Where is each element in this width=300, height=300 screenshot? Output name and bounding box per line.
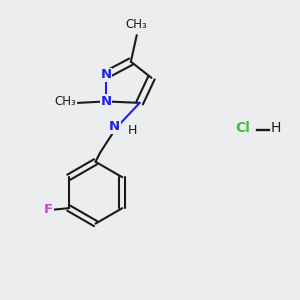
Text: H: H (271, 121, 281, 135)
Text: H: H (128, 124, 137, 137)
Text: N: N (100, 68, 111, 81)
Text: N: N (109, 120, 120, 133)
Text: Cl: Cl (236, 121, 250, 135)
Text: F: F (44, 203, 53, 216)
Text: CH₃: CH₃ (126, 18, 148, 31)
Text: CH₃: CH₃ (55, 95, 76, 108)
Text: N: N (100, 95, 111, 108)
